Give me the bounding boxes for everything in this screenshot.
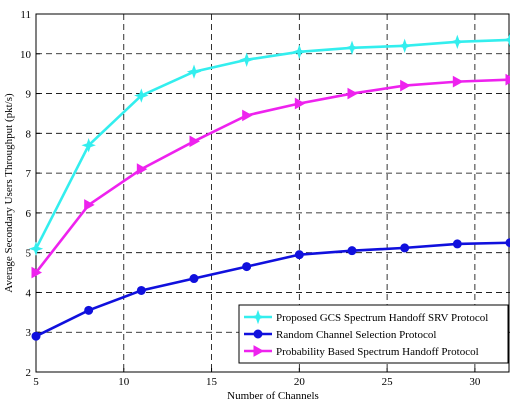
series-1-point-7 bbox=[400, 243, 410, 253]
series-0-point-6 bbox=[344, 40, 360, 56]
y-tick-label-9: 11 bbox=[20, 9, 31, 21]
series-2-point-1 bbox=[84, 199, 95, 211]
x-tick-label-2: 15 bbox=[206, 376, 218, 388]
legend-marker-1 bbox=[253, 329, 263, 339]
series-2-point-5 bbox=[294, 97, 306, 110]
y-tick-label-0: 2 bbox=[26, 367, 32, 379]
series-1 bbox=[31, 238, 510, 341]
series-0-point-9 bbox=[502, 32, 510, 48]
y-tick-label-3: 5 bbox=[26, 248, 32, 260]
x-tick-label-5: 30 bbox=[469, 376, 481, 388]
series-2-point-7 bbox=[400, 79, 411, 92]
series-0-point-8 bbox=[450, 34, 465, 50]
legend-marker-0 bbox=[250, 309, 266, 325]
legend: Proposed GCS Spectrum Handoff SRV Protoc… bbox=[238, 304, 509, 364]
series-1-point-4 bbox=[242, 262, 252, 272]
series-2-point-2 bbox=[136, 163, 148, 175]
series-line-2 bbox=[34, 78, 510, 274]
series-2-point-9 bbox=[505, 73, 510, 86]
y-tick-label-5: 7 bbox=[26, 168, 32, 180]
y-tick-label-2: 4 bbox=[26, 287, 32, 299]
series-2-point-3 bbox=[189, 135, 201, 148]
series-0-point-0 bbox=[28, 241, 44, 256]
series-0-point-5 bbox=[292, 44, 307, 60]
y-axis-label: Average Secondary Users Throughput (pkt/… bbox=[3, 93, 15, 293]
series-1-point-9 bbox=[505, 238, 510, 248]
x-tick-label-4: 25 bbox=[382, 376, 394, 388]
x-tick-label-1: 10 bbox=[118, 376, 130, 388]
series-line-0 bbox=[34, 38, 510, 250]
legend-box bbox=[238, 304, 509, 364]
y-tick-label-6: 8 bbox=[26, 128, 32, 140]
series-2-point-6 bbox=[347, 87, 359, 100]
series-1-point-3 bbox=[189, 274, 199, 284]
series-0-point-4 bbox=[239, 52, 254, 67]
series-1-point-0 bbox=[31, 331, 41, 341]
y-tick-label-7: 9 bbox=[26, 89, 32, 101]
series-1-point-5 bbox=[294, 250, 304, 260]
axis-ticks: 5 10 15 20 25 30 2 3 4 5 6 7 8 9 10 11 bbox=[20, 9, 481, 388]
series-2 bbox=[31, 73, 510, 279]
series-2-point-4 bbox=[242, 109, 253, 122]
series-0-point-3 bbox=[186, 64, 202, 79]
legend-marker-2 bbox=[253, 345, 265, 357]
x-tick-label-0: 5 bbox=[33, 376, 39, 388]
series-1-point-8 bbox=[452, 239, 462, 249]
y-tick-label-1: 3 bbox=[26, 327, 32, 339]
series-1-point-1 bbox=[84, 305, 94, 315]
series-line-1 bbox=[35, 241, 510, 338]
series-0-point-1 bbox=[81, 138, 96, 153]
y-tick-label-4: 6 bbox=[26, 208, 32, 220]
legend-label-2: Probability Based Spectrum Handoff Proto… bbox=[276, 346, 479, 358]
series-0 bbox=[28, 32, 510, 256]
x-tick-label-3: 20 bbox=[294, 376, 306, 388]
series-0-point-7 bbox=[397, 38, 412, 54]
series-layer bbox=[28, 32, 510, 341]
series-1-point-2 bbox=[136, 285, 146, 295]
series-2-point-8 bbox=[452, 75, 464, 88]
legend-label-0: Proposed GCS Spectrum Handoff SRV Protoc… bbox=[276, 312, 488, 324]
plot-frame bbox=[35, 13, 510, 373]
series-0-point-2 bbox=[134, 88, 149, 103]
legend-label-1: Random Channel Selection Protocol bbox=[276, 329, 436, 341]
y-tick-label-8: 10 bbox=[20, 49, 32, 61]
series-2-point-0 bbox=[31, 266, 43, 279]
x-axis-label: Number of Channels bbox=[227, 390, 319, 402]
series-1-point-6 bbox=[347, 246, 357, 256]
